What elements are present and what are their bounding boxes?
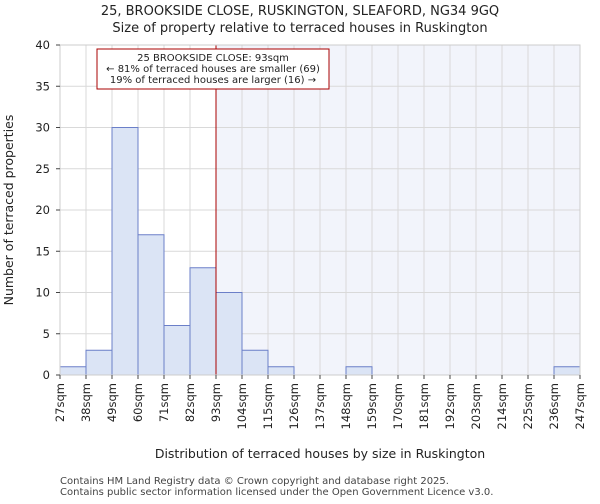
x-tick-label: 236sqm	[547, 383, 561, 429]
chart-subtitle: Size of property relative to terraced ho…	[112, 21, 487, 36]
y-tick-label: 25	[35, 162, 50, 176]
y-axis-label: Number of terraced properties	[1, 115, 16, 306]
y-tick-label: 0	[43, 368, 50, 382]
y-tick-label: 35	[35, 79, 50, 93]
x-tick-label: 104sqm	[235, 383, 249, 429]
x-axis-ticks: 27sqm 38sqm 49sqm 60sqm 71sqm 82sqm 93sqm 104sq…	[53, 375, 587, 429]
footer-line-2: Contains public sector information licen…	[60, 487, 493, 498]
x-axis-label: Distribution of terraced houses by size …	[155, 446, 485, 461]
y-tick-label: 5	[43, 327, 50, 341]
y-tick-label: 30	[35, 121, 50, 135]
x-tick-label: 126sqm	[287, 383, 301, 429]
x-tick-label: 60sqm	[131, 383, 145, 422]
x-tick-label: 71sqm	[157, 383, 171, 422]
x-tick-label: 137sqm	[313, 383, 327, 429]
bar-82sqm	[189, 267, 217, 376]
y-axis-ticks: 0 5 10 15 20 25 30 35 40	[35, 38, 60, 382]
chart-title: 25, BROOKSIDE CLOSE, RUSKINGTON, SLEAFOR…	[101, 4, 499, 19]
x-tick-label: 93sqm	[209, 383, 223, 422]
x-tick-label: 181sqm	[417, 383, 431, 429]
bar-38sqm	[85, 349, 113, 376]
annotation-line-1: 25 BROOKSIDE CLOSE: 93sqm	[137, 53, 289, 64]
x-tick-label: 38sqm	[79, 383, 93, 422]
bar-148sqm	[345, 366, 373, 376]
x-tick-label: 159sqm	[365, 383, 379, 429]
x-tick-label: 27sqm	[53, 383, 67, 422]
bar-104sqm	[241, 349, 269, 376]
bar-49sqm	[111, 127, 139, 376]
x-tick-label: 115sqm	[261, 383, 275, 429]
bar-27sqm	[59, 366, 87, 376]
bar-93sqm	[215, 292, 243, 376]
bar-236sqm	[553, 366, 581, 376]
footer-line-1: Contains HM Land Registry data © Crown c…	[60, 476, 449, 487]
bar-60sqm	[137, 234, 165, 376]
x-tick-label: 214sqm	[495, 383, 509, 429]
bar-71sqm	[163, 325, 191, 376]
x-tick-label: 192sqm	[443, 383, 457, 429]
y-tick-label: 10	[35, 286, 50, 300]
bar-115sqm	[267, 366, 295, 376]
bars-layer	[59, 127, 581, 376]
y-tick-label: 20	[35, 203, 50, 217]
x-tick-label: 148sqm	[339, 383, 353, 429]
x-tick-label: 225sqm	[521, 383, 535, 429]
x-tick-label: 247sqm	[573, 383, 587, 429]
y-tick-label: 15	[35, 244, 50, 258]
x-tick-label: 49sqm	[105, 383, 119, 422]
x-tick-label: 82sqm	[183, 383, 197, 422]
y-tick-label: 40	[35, 38, 50, 52]
x-tick-label: 203sqm	[469, 383, 483, 429]
annotation-line-3: 19% of terraced houses are larger (16) →	[110, 75, 316, 86]
x-tick-label: 170sqm	[391, 383, 405, 429]
annotation-line-2: ← 81% of terraced houses are smaller (69…	[106, 64, 320, 75]
annotation-box: 25 BROOKSIDE CLOSE: 93sqm ← 81% of terra…	[96, 48, 330, 90]
